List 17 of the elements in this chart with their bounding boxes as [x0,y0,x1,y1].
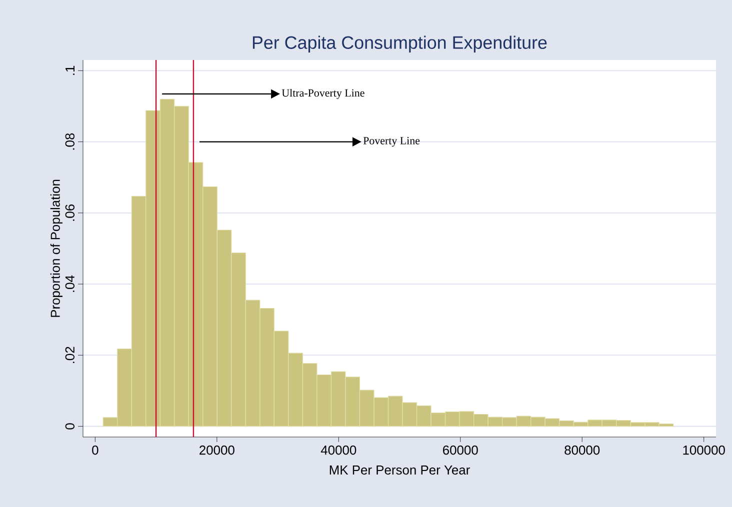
y-tick-label: .1 [66,66,74,75]
y-tick-label: 0 [65,423,74,430]
y-tick-label: .06 [65,204,74,221]
chart-title: Per Capita Consumption Expenditure [252,36,547,52]
x-axis-title: MK Per Person Per Year [330,466,470,475]
x-tick-label: 40000 [320,446,356,455]
x-tick-label: 80000 [564,446,600,455]
x-tick-label: 60000 [443,446,478,455]
y-axis-title: Proportion of Population [50,180,62,317]
x-tick-label: 0 [92,446,98,455]
annotation: Ultra-Poverty Line [282,88,364,99]
x-tick-label: 20000 [200,446,234,455]
y-tick-label: .02 [65,346,74,364]
y-tick-label: .08 [65,133,74,150]
y-tick-label: .04 [65,275,74,292]
x-tick-label: 100000 [683,446,725,455]
annotation: Poverty Line [363,137,420,147]
